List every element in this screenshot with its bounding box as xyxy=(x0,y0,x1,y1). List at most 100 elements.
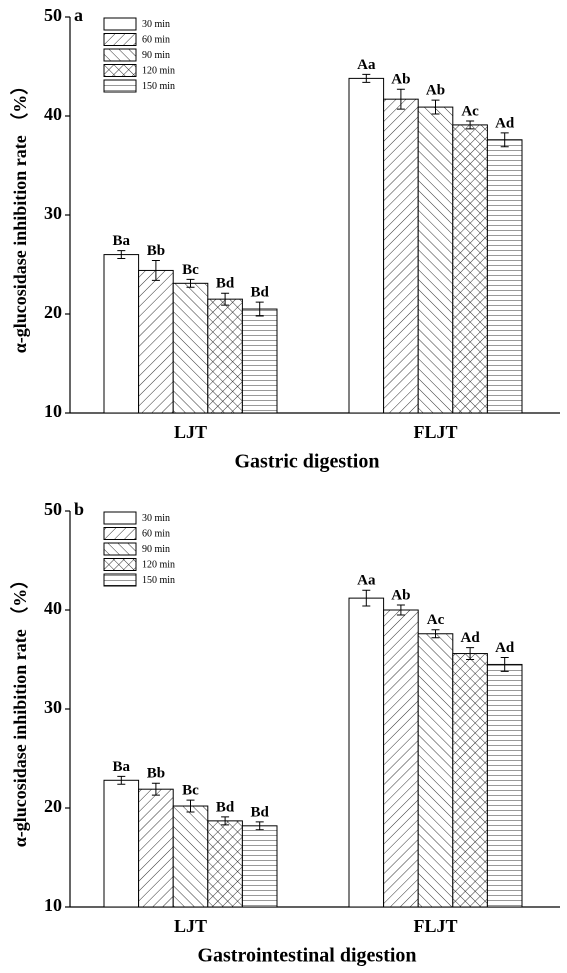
bar xyxy=(138,788,174,908)
legend-swatch xyxy=(103,511,137,525)
y-tick-label: 30 xyxy=(44,697,62,717)
bar xyxy=(383,609,419,908)
significance-label: Bd xyxy=(251,285,270,301)
bar xyxy=(172,805,209,908)
error-bar xyxy=(117,250,126,260)
significance-label: Aa xyxy=(357,57,376,73)
legend-swatch xyxy=(103,48,137,62)
error-bar xyxy=(362,589,371,607)
x-tick-label: LJT xyxy=(174,916,207,936)
bar xyxy=(348,597,385,908)
significance-label: Ad xyxy=(461,630,481,646)
error-bar xyxy=(431,99,440,115)
significance-label: Ad xyxy=(495,115,515,131)
y-tick-label: 40 xyxy=(44,598,62,618)
y-axis-label: α-glucosidase inhibition rate （%） xyxy=(10,571,30,848)
significance-label: Ac xyxy=(427,612,445,628)
error-bar xyxy=(431,629,440,639)
error-bar xyxy=(117,775,126,785)
significance-label: Ba xyxy=(113,759,131,775)
significance-label: Bd xyxy=(251,804,270,820)
significance-label: Ba xyxy=(113,233,131,249)
bar xyxy=(452,124,488,414)
error-bar xyxy=(255,301,264,317)
bar xyxy=(241,308,278,414)
legend-label: 120 min xyxy=(142,65,175,76)
y-tick-label: 20 xyxy=(44,302,62,322)
significance-label: Ad xyxy=(495,640,515,656)
bar xyxy=(417,633,454,908)
error-bar xyxy=(396,604,405,616)
bar xyxy=(207,298,243,414)
panel-label: b xyxy=(74,499,84,519)
bar xyxy=(241,825,278,908)
significance-label: Ab xyxy=(391,72,410,88)
error-bar xyxy=(466,120,475,130)
significance-label: Bd xyxy=(216,276,235,292)
error-bar xyxy=(151,260,160,281)
y-axis-label: α-glucosidase inhibition rate （%） xyxy=(10,77,30,354)
significance-label: Ab xyxy=(391,587,410,603)
legend-swatch xyxy=(103,558,137,571)
error-bar xyxy=(362,73,371,83)
significance-label: Aa xyxy=(357,573,376,589)
bar xyxy=(417,106,454,414)
x-tick-label: LJT xyxy=(174,422,207,442)
x-axis-label: Gastric digestion xyxy=(235,451,380,473)
error-bar xyxy=(500,657,509,672)
error-bar xyxy=(466,647,475,660)
legend-label: 60 min xyxy=(142,34,170,45)
legend-label: 30 min xyxy=(142,19,170,30)
bar xyxy=(486,139,523,414)
significance-label: Ac xyxy=(461,103,479,119)
significance-label: Ab xyxy=(426,83,445,99)
legend-swatch xyxy=(103,79,137,93)
y-tick-label: 20 xyxy=(44,796,62,816)
significance-label: Bc xyxy=(182,262,199,278)
error-bar xyxy=(396,88,405,110)
legend-label: 90 min xyxy=(142,50,170,61)
y-tick-label: 30 xyxy=(44,203,62,223)
error-bar xyxy=(151,782,160,796)
bar xyxy=(138,269,174,414)
legend-swatch xyxy=(103,527,137,540)
bar xyxy=(452,653,488,908)
significance-label: Bb xyxy=(147,766,165,782)
y-tick-label: 10 xyxy=(44,895,62,915)
legend-label: 60 min xyxy=(142,528,170,539)
legend-swatch xyxy=(103,64,137,77)
significance-label: Bb xyxy=(147,243,165,259)
error-bar xyxy=(255,821,264,831)
y-tick-label: 50 xyxy=(44,5,62,25)
legend-label: 120 min xyxy=(142,559,175,570)
bar xyxy=(383,98,419,414)
legend-swatch xyxy=(103,573,137,587)
x-tick-label: FLJT xyxy=(413,422,457,442)
y-tick-label: 40 xyxy=(44,104,62,124)
bar xyxy=(172,282,209,414)
bar xyxy=(103,254,140,414)
error-bar xyxy=(221,816,230,826)
error-bar xyxy=(221,292,230,306)
bar xyxy=(103,779,140,908)
panel-label: a xyxy=(74,5,83,25)
bar xyxy=(348,77,385,414)
significance-label: Bd xyxy=(216,799,235,815)
bar xyxy=(207,820,243,908)
legend-swatch xyxy=(103,33,137,46)
legend-label: 150 min xyxy=(142,575,175,586)
bar xyxy=(486,663,523,908)
legend-swatch xyxy=(103,542,137,556)
significance-label: Bc xyxy=(182,783,199,799)
legend-swatch xyxy=(103,17,137,31)
legend-label: 90 min xyxy=(142,544,170,555)
y-tick-label: 50 xyxy=(44,499,62,519)
x-tick-label: FLJT xyxy=(413,916,457,936)
error-bar xyxy=(500,132,509,148)
y-tick-label: 10 xyxy=(44,401,62,421)
x-axis-label: Gastrointestinal digestion xyxy=(197,945,416,967)
legend-label: 150 min xyxy=(142,81,175,92)
error-bar xyxy=(186,799,195,813)
legend-label: 30 min xyxy=(142,513,170,524)
